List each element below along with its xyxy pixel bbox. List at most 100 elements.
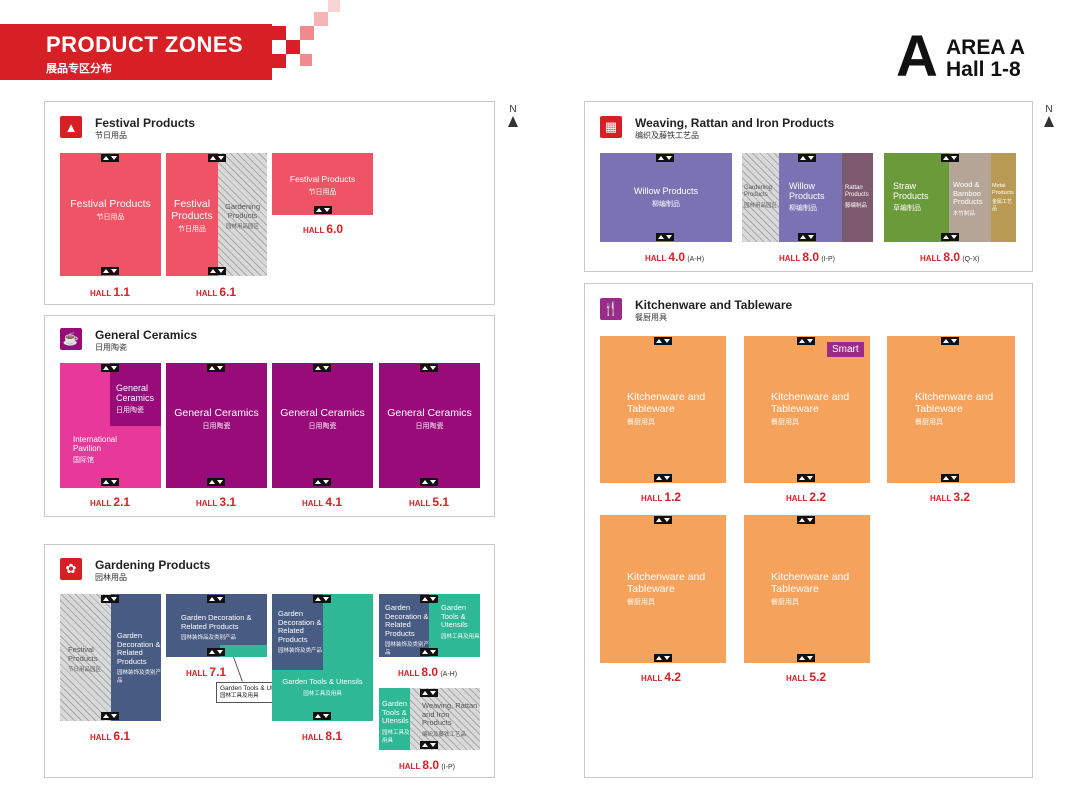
zone-garden-tools-hall-8-0-ip[interactable]: Garden Tools & Utensils 园林工具及用具 [379, 688, 410, 750]
entrance-icon [654, 516, 672, 524]
cup-icon: ☕ [60, 328, 82, 350]
weaving-title: Weaving, Rattan and Iron Products [635, 116, 835, 130]
hall-label-7-1: HALL 7.1 [186, 665, 227, 679]
hall-label-4-0: HALL 4.0 (A-H) [645, 250, 705, 264]
zone-straw-hall-8-0-qx[interactable]: Straw Products 草编制品 [884, 153, 949, 242]
entrance-icon [313, 595, 331, 603]
zone-kitchen-hall-4-2[interactable]: Kitchenware and Tableware 餐厨用具 [600, 515, 726, 663]
zone-wood-bamboo-hall-8-0-qx[interactable]: Wood & Bamboo Products 木竹制品 [949, 153, 991, 242]
entrance-icon [654, 654, 672, 662]
entrance-icon [797, 654, 815, 662]
hall-label-8-0-ip: HALL 8.0 (I-P) [399, 758, 455, 772]
christmas-tree-icon: ▲ [60, 116, 82, 138]
zone-festival-hall-1-1[interactable]: Festival Products 节日用品 [60, 153, 161, 276]
hall-label-8-1: HALL 8.1 [302, 729, 343, 743]
zone-garden-decoration-hall-6-1[interactable]: Garden Decoration & Related Products 园林装饰… [111, 594, 161, 721]
zone-garden-tools-hall-7-1[interactable] [220, 645, 267, 657]
entrance-icon [208, 154, 226, 162]
zone-festival-hall-6-0[interactable]: Festival Products 节日用品 [272, 153, 373, 215]
entrance-icon [101, 267, 119, 275]
entrance-icon [941, 233, 959, 241]
ceramics-title: General Ceramics [95, 328, 198, 342]
zone-ceramics-hall-2-1[interactable]: General Ceramics 日用陶瓷 [110, 363, 161, 426]
gardening-subtitle: 园林用品 [95, 573, 127, 582]
hall-label-5-2: HALL 5.2 [786, 670, 827, 684]
entrance-icon [797, 337, 815, 345]
zone-metal-hall-8-0-qx[interactable]: Metal Products 金属工艺品 [991, 153, 1016, 242]
zone-festival-hall-6-1[interactable]: Festival Products 节日用品 [166, 153, 218, 276]
entrance-icon [420, 741, 438, 749]
entrance-icon [208, 267, 226, 275]
entrance-icon [313, 712, 331, 720]
north-indicator: N [507, 104, 519, 127]
hall-label-6-0: HALL 6.0 [303, 222, 344, 236]
gardening-title: Gardening Products [95, 558, 211, 572]
hall-label-2-2: HALL 2.2 [786, 490, 827, 504]
smart-badge: Smart [827, 342, 864, 357]
entrance-icon [797, 474, 815, 482]
entrance-icon [101, 595, 119, 603]
festival-title: Festival Products [95, 116, 196, 130]
festival-subtitle: 节日用品 [95, 131, 127, 140]
page-subtitle: 展品专区分布 [46, 63, 112, 75]
zone-ceramics-hall-3-1[interactable]: General Ceramics 日用陶瓷 [166, 363, 267, 488]
entrance-icon [101, 478, 119, 486]
zone-ceramics-hall-4-1[interactable]: General Ceramics 日用陶瓷 [272, 363, 373, 488]
entrance-icon [420, 595, 438, 603]
hall-label-1-2: HALL 1.2 [641, 490, 682, 504]
hall-label-8-0-qx: HALL 8.0 (Q-X) [920, 250, 980, 264]
area-letter: A [896, 24, 938, 89]
north-indicator: N [1043, 104, 1055, 127]
entrance-icon [654, 337, 672, 345]
page-title: PRODUCT ZONES [46, 32, 244, 57]
entrance-icon [101, 712, 119, 720]
zone-kitchen-hall-3-2[interactable]: Kitchenware and Tableware 餐厨用具 [887, 336, 1015, 483]
entrance-icon [798, 233, 816, 241]
kitchen-title: Kitchenware and Tableware [635, 298, 793, 312]
entrance-icon [941, 154, 959, 162]
ceramics-subtitle: 日用陶瓷 [95, 343, 127, 352]
zone-kitchen-hall-5-2[interactable]: Kitchenware and Tableware 餐厨用具 [744, 515, 870, 663]
hall-label-6-1-garden: HALL 6.1 [90, 729, 131, 743]
entrance-icon [420, 648, 438, 656]
title-banner [0, 24, 272, 80]
entrance-icon [656, 233, 674, 241]
zone-festival-hall-6-1-garden[interactable]: Festival Products 节日用品园区 [60, 594, 111, 721]
hall-label-5-1: HALL 5.1 [409, 495, 450, 509]
zone-garden-tools-hall-8-0-ah[interactable]: Garden Tools & Utensils 园林工具及用具 [429, 594, 480, 657]
entrance-icon [941, 337, 959, 345]
plant-pot-icon: ✿ [60, 558, 82, 580]
kitchen-subtitle: 餐厨用具 [635, 313, 667, 322]
hall-label-8-0-ah: HALL 8.0 (A-H) [398, 665, 458, 679]
hall-label-1-1: HALL 1.1 [90, 285, 131, 299]
zone-weaving-hall-8-0-ip[interactable]: Weaving, Rattan and Iron Products 编织及藤铁工艺… [410, 688, 480, 750]
entrance-icon [207, 595, 225, 603]
entrance-icon [941, 474, 959, 482]
zone-willow-hall-8-0-ip[interactable]: Willow Products 柳编制品 [779, 153, 842, 242]
basket-icon: ▦ [600, 116, 622, 138]
zone-garden-decoration-hall-8-1[interactable]: Garden Decoration & Related Products 园林装饰… [272, 594, 323, 670]
zone-kitchen-hall-1-2[interactable]: Kitchenware and Tableware 餐厨用具 [600, 336, 726, 483]
zone-garden-decoration-hall-8-0-ah[interactable]: Garden Decoration & Related Products 园林装饰… [379, 594, 429, 657]
zone-willow-hall-4-0[interactable]: Willow Products 柳编制品 [600, 153, 732, 242]
entrance-icon [313, 364, 331, 372]
area-label: AREA A [946, 36, 1025, 59]
entrance-icon [420, 689, 438, 697]
zone-gardening-hall-6-1[interactable]: Gardening Products 园林用品园区 [218, 153, 267, 276]
zone-kitchen-hall-2-2[interactable]: Kitchenware and Tableware 餐厨用具 [744, 336, 870, 483]
zone-rattan-hall-8-0-ip[interactable]: Rattan Products 藤编制品 [842, 153, 873, 242]
north-arrow-icon [1044, 116, 1054, 127]
hall-label-8-0-ip-weaving: HALL 8.0 (I-P) [779, 250, 835, 264]
hall-label-4-1: HALL 4.1 [302, 495, 343, 509]
north-arrow-icon [508, 116, 518, 127]
hall-label-6-1: HALL 6.1 [196, 285, 237, 299]
hall-label-3-2: HALL 3.2 [930, 490, 971, 504]
hall-label-2-1: HALL 2.1 [90, 495, 131, 509]
zone-gardening-hall-8-0-ip[interactable]: Gardening Products 园林用品园区 [742, 153, 779, 242]
zone-ceramics-hall-5-1[interactable]: General Ceramics 日用陶瓷 [379, 363, 480, 488]
entrance-icon [797, 516, 815, 524]
hall-label-4-2: HALL 4.2 [641, 670, 682, 684]
entrance-icon [656, 154, 674, 162]
fork-knife-icon: 🍴 [600, 298, 622, 320]
entrance-icon [654, 474, 672, 482]
